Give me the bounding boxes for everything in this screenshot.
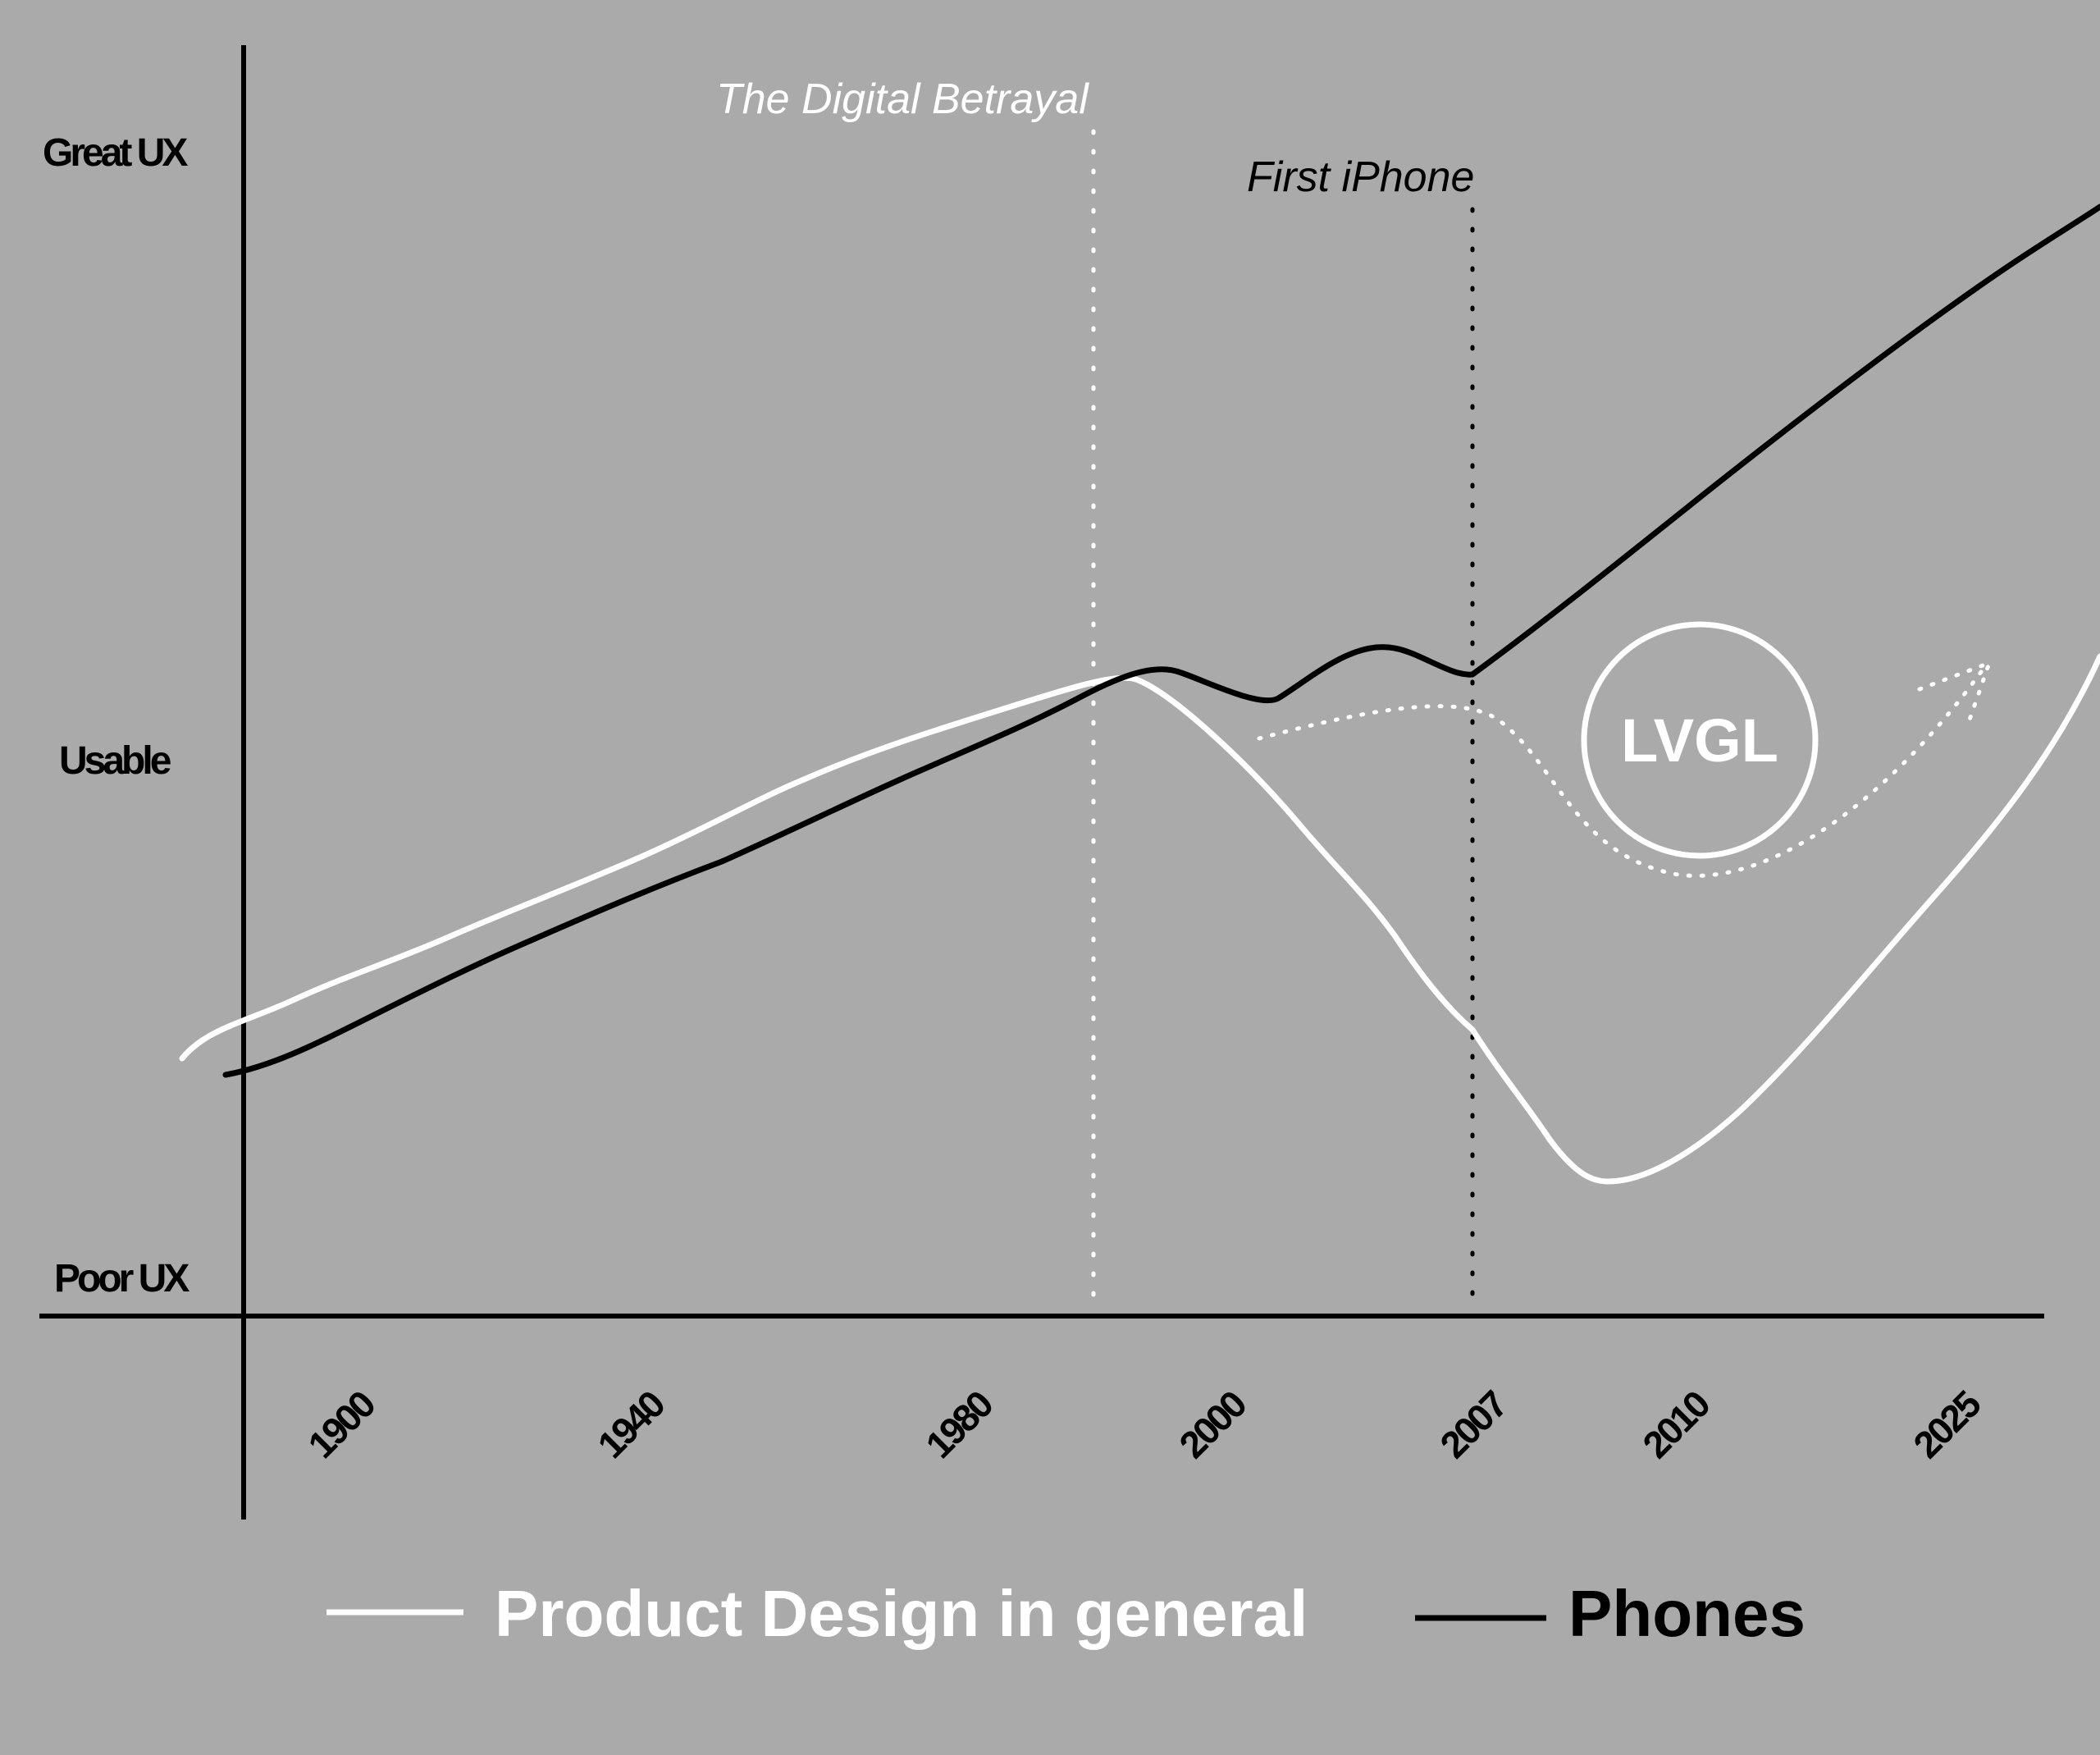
first-iphone-label: First iPhone: [1247, 153, 1474, 201]
x-tick-2007: 2007: [1431, 1383, 1515, 1466]
x-tick-1900: 1900: [299, 1383, 383, 1466]
series-phones: [222, 203, 2100, 1078]
lvgl-badge-circle: [1581, 621, 1819, 859]
x-tick-2025: 2025: [1905, 1383, 1988, 1466]
y-label-poor-ux: Poor UX: [54, 1257, 189, 1300]
x-tick-2000: 2000: [1171, 1383, 1254, 1466]
lvgl-dotted-arrow: [1257, 664, 1988, 878]
lvgl-badge-label: LVGL: [1621, 706, 1778, 775]
digital-betrayal-label: The Digital Betrayal: [716, 75, 1089, 123]
lvgl-arrow-head: [1917, 659, 1993, 724]
legend-label-product-design: Product Design in general: [495, 1577, 1308, 1650]
y-label-great-ux: Great UX: [43, 131, 188, 175]
series-product-design: [179, 653, 2100, 1185]
x-tick-1940: 1940: [589, 1383, 673, 1466]
x-tick-1980: 1980: [917, 1383, 1001, 1466]
y-label-usable: Usable: [59, 739, 171, 783]
x-tick-2010: 2010: [1634, 1383, 1718, 1466]
legend-label-phones: Phones: [1568, 1577, 1806, 1650]
